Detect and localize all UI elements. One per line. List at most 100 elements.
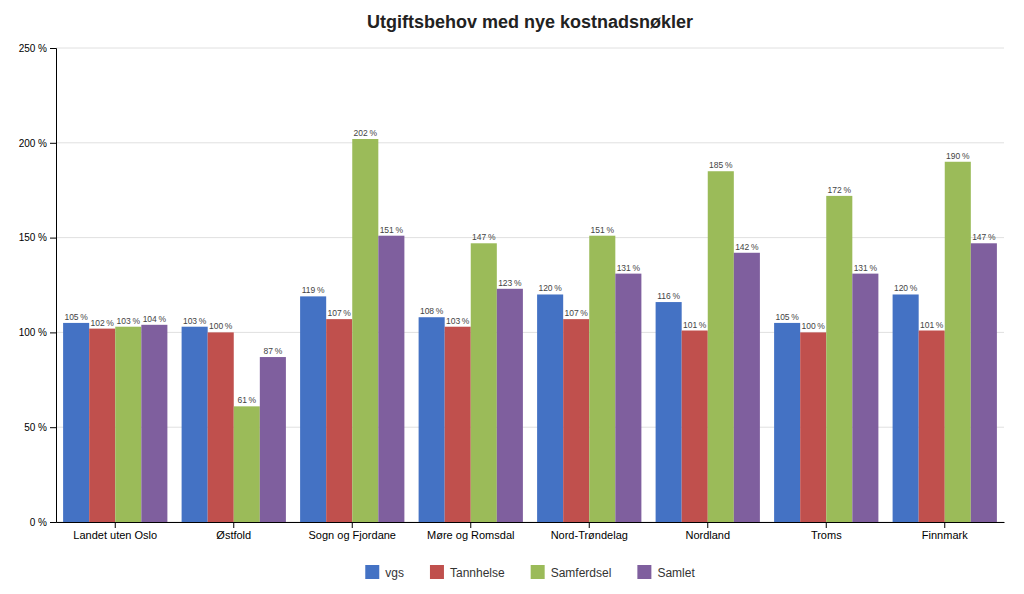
tick-mark	[707, 522, 708, 528]
legend-swatch	[430, 565, 444, 579]
tick: Landet uten Oslo	[73, 522, 157, 541]
tick-label: 50 %	[24, 422, 47, 433]
legend-swatch	[365, 565, 379, 579]
data-label: 147 %	[972, 232, 996, 242]
data-label: 104 %	[143, 314, 167, 324]
data-label: 100 %	[801, 321, 825, 331]
bar	[260, 357, 286, 522]
bar	[826, 196, 852, 522]
data-label: 190 %	[946, 151, 970, 161]
grid	[56, 48, 1004, 522]
title: Utgiftsbehov med nye kostnadsnøkler	[367, 12, 693, 32]
tick-label: 200 %	[19, 138, 47, 149]
tick-mark	[50, 332, 56, 333]
axis-line	[57, 522, 1005, 523]
data-label: 131 %	[854, 263, 878, 273]
tick-mark	[50, 427, 56, 428]
data-label: 87 %	[263, 346, 282, 356]
tick-label: Nordland	[685, 529, 730, 541]
bar	[208, 332, 234, 522]
bar	[471, 243, 497, 522]
plot: 0 % 50 % 100 % 150 % 200 % 250 % Landet uten O…	[19, 43, 1005, 541]
tick: Sogn og Fjordane	[309, 522, 396, 541]
tick-mark	[944, 522, 945, 528]
legend-item: Samlet	[637, 565, 695, 580]
tick-mark	[589, 522, 590, 528]
bar	[800, 332, 826, 522]
data-label: 120 %	[894, 283, 918, 293]
chart: Utgiftsbehov med nye kostnadsnøkler 0 % 50…	[0, 0, 1024, 594]
data-label: 119 %	[302, 285, 325, 295]
data-labels: 105 %103 %119 %108 %120 %116 %105 %120 %…	[64, 128, 996, 405]
bar	[378, 236, 404, 522]
bar	[656, 302, 682, 522]
legend-item: vgs	[365, 565, 404, 580]
bar	[352, 139, 378, 522]
tick: Møre og Romsdal	[427, 522, 514, 541]
tick-mark	[50, 48, 56, 49]
tick-label: Nord-Trøndelag	[551, 529, 628, 541]
legend: vgs Tannhelse Samferdsel Samlet	[365, 565, 695, 580]
tick-label: Finnmark	[922, 529, 968, 541]
tick-label: 0 %	[30, 517, 47, 528]
legend-swatch	[531, 565, 545, 579]
tick: Finnmark	[922, 522, 968, 541]
bar	[734, 253, 760, 522]
data-label: 131 %	[617, 263, 641, 273]
tick: Troms	[811, 522, 842, 541]
bar	[326, 319, 352, 522]
data-label: 142 %	[735, 242, 759, 252]
data-label: 102 %	[90, 318, 114, 328]
bar	[537, 294, 563, 522]
bar	[89, 329, 115, 522]
bar	[893, 294, 919, 522]
bar	[774, 323, 800, 522]
bar	[615, 274, 641, 522]
y-axis: 0 % 50 % 100 % 150 % 200 % 250 %	[19, 43, 57, 528]
tick-mark	[115, 522, 116, 528]
data-label: 107 %	[327, 308, 351, 318]
data-label: 101 %	[920, 320, 944, 330]
data-label: 101 %	[683, 320, 707, 330]
bar	[945, 162, 971, 522]
tick-mark	[50, 522, 56, 523]
bar	[919, 331, 945, 522]
bar	[234, 406, 260, 522]
bar	[445, 327, 471, 522]
legend-label: Samlet	[657, 566, 695, 580]
legend-item: Samferdsel	[531, 565, 612, 580]
bar	[971, 243, 997, 522]
tick: Nordland	[685, 522, 730, 541]
bar	[419, 317, 445, 522]
tick-label: Troms	[811, 529, 842, 541]
tick-label: 150 %	[19, 232, 47, 243]
grid-line	[56, 142, 1004, 143]
tick-label: Møre og Romsdal	[427, 529, 514, 541]
data-label: 107 %	[564, 308, 588, 318]
grid-line	[56, 48, 1004, 49]
tick-label: Sogn og Fjordane	[309, 529, 396, 541]
tick-label: 100 %	[19, 327, 47, 338]
data-label: 105 %	[775, 312, 799, 322]
bar	[115, 327, 141, 522]
data-label: 147 %	[472, 232, 496, 242]
tick-label: 250 %	[19, 43, 47, 54]
bar	[497, 289, 523, 522]
data-label: 123 %	[498, 278, 522, 288]
data-label: 202 %	[354, 128, 378, 138]
data-label: 172 %	[828, 185, 852, 195]
legend-label: Tannhelse	[450, 566, 505, 580]
tick-label: Østfold	[216, 529, 251, 541]
tick: 50 %	[24, 422, 56, 433]
data-label: 103 %	[446, 316, 470, 326]
bar	[708, 171, 734, 522]
tick-mark	[50, 143, 56, 144]
bar	[852, 274, 878, 522]
tick-label: Landet uten Oslo	[73, 529, 157, 541]
tick: 0 %	[30, 517, 56, 528]
data-label: 151 %	[591, 225, 615, 235]
bar	[682, 331, 708, 522]
x-axis: Landet uten Oslo Østfold Sogn og Fjordane M…	[57, 522, 1005, 541]
data-label: 120 %	[538, 283, 562, 293]
legend-item: Tannhelse	[430, 565, 505, 580]
